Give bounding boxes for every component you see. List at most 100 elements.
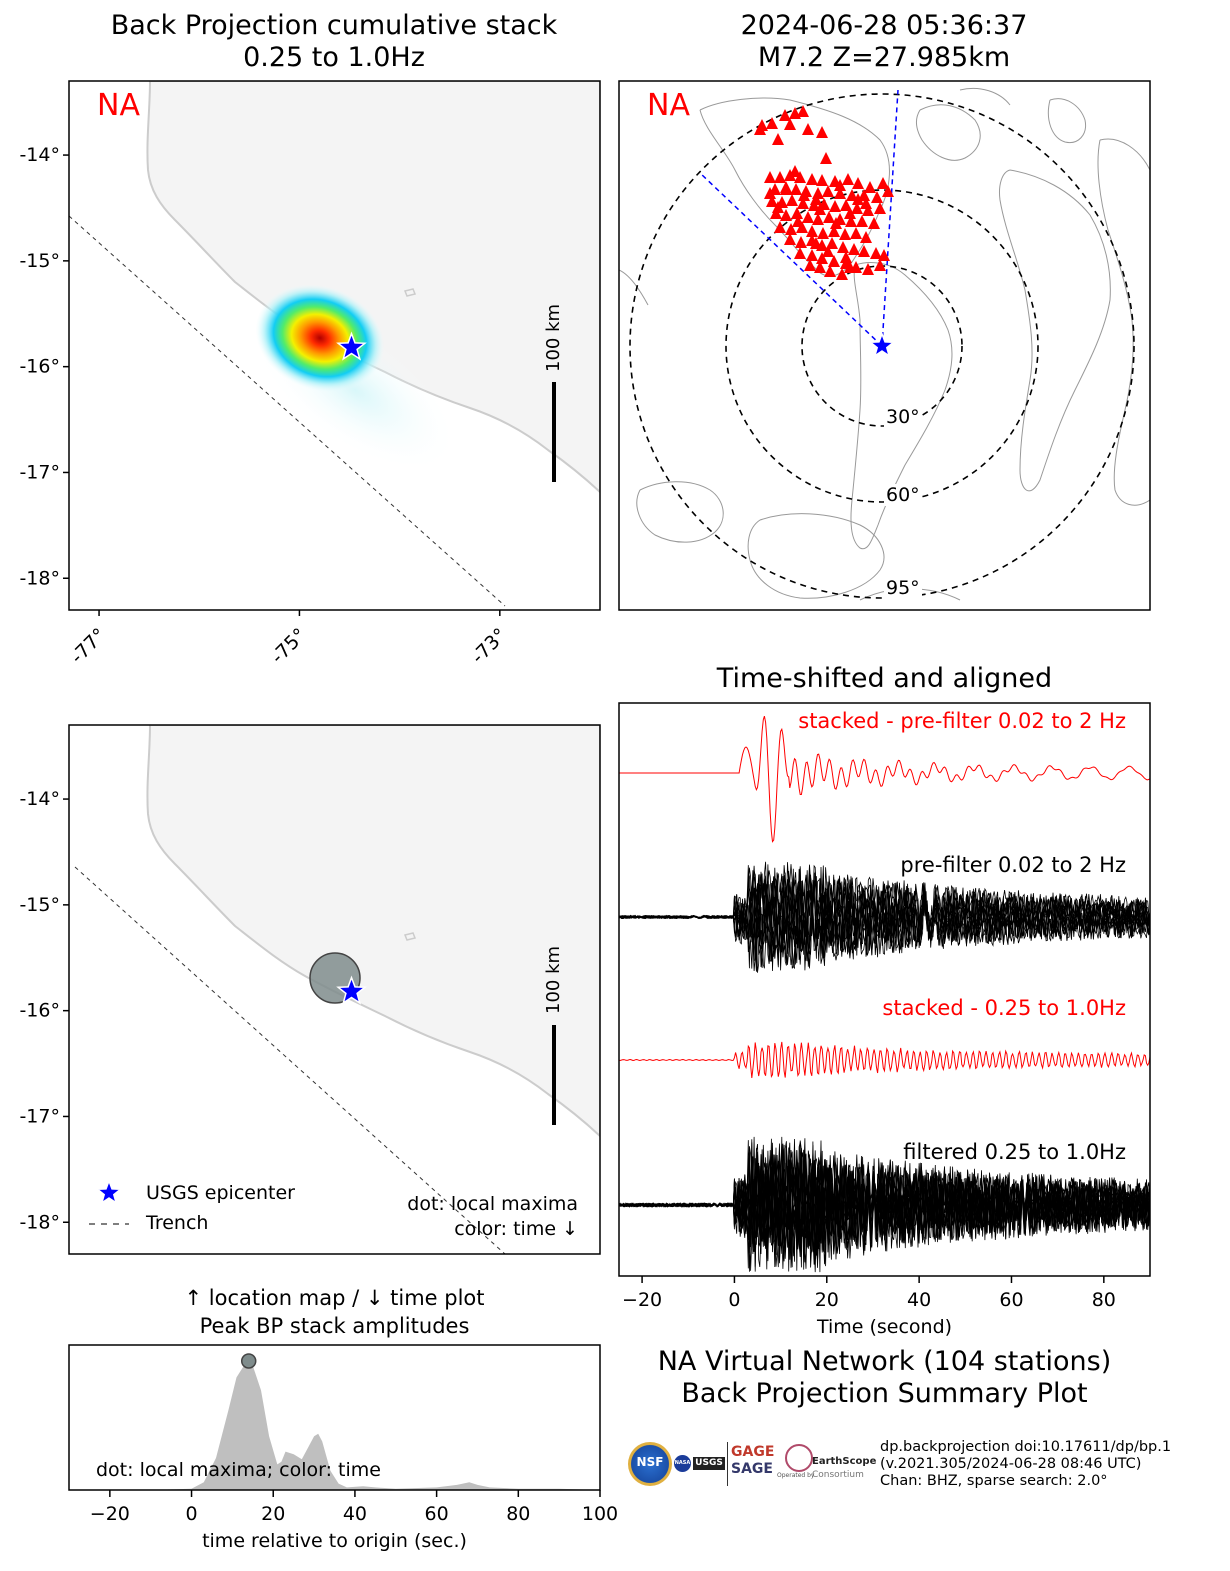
waveform-plot-area xyxy=(619,715,1150,1273)
station-marker xyxy=(822,185,834,197)
amplitude-frame xyxy=(68,1344,601,1491)
station-marker xyxy=(828,255,840,267)
trace-broadband xyxy=(619,865,1150,972)
station-marker xyxy=(860,197,872,209)
map1-lat-tick-label: -14° xyxy=(19,144,60,166)
map1-frame xyxy=(68,80,601,611)
waveform-x-axis: −20 0 20 40 60 80 xyxy=(622,1276,1116,1311)
station-marker xyxy=(860,231,872,243)
map1-lat-tick-label: -17° xyxy=(19,461,60,483)
nsf-logo: NSF xyxy=(628,1442,672,1486)
amplitude-x-tick-label: −20 xyxy=(90,1503,130,1525)
station-marker xyxy=(810,237,822,249)
station-marker xyxy=(784,118,796,130)
waveform-title: Time-shifted and aligned xyxy=(716,663,1053,694)
station-marker xyxy=(820,152,832,164)
map1-lon-tick-label: -75° xyxy=(267,624,311,668)
map1-lat-axis: -14° -15° -16° -17° -18° xyxy=(19,144,69,589)
station-marker xyxy=(772,201,784,213)
station-marker xyxy=(794,247,806,259)
station-marker xyxy=(772,133,784,145)
station-marker xyxy=(814,203,826,215)
station-marker xyxy=(816,174,828,186)
map1-network-label: NA xyxy=(97,88,140,123)
map1-epicenter-star xyxy=(336,331,367,361)
map2-epicenter-star-icon xyxy=(868,331,896,358)
station-marker xyxy=(764,171,776,183)
station-marker xyxy=(754,123,766,135)
station-marker xyxy=(823,211,835,223)
label-filtered: filtered 0.25 to 1.0Hz xyxy=(903,1140,1126,1164)
map3-lat-tick-label: -17° xyxy=(19,1105,60,1127)
map3-epicenter-star-icon xyxy=(336,975,367,1005)
station-marker xyxy=(812,213,824,225)
trace-stacked-broadband xyxy=(619,715,1150,843)
station-marker xyxy=(852,177,864,189)
station-marker xyxy=(851,202,863,214)
station-marker xyxy=(858,189,870,201)
map3-lat-axis: -14° -15° -16° -17° -18° xyxy=(19,788,69,1233)
logo-divider xyxy=(727,1442,728,1486)
station-marker xyxy=(810,193,822,205)
station-marker xyxy=(784,169,796,181)
map3-scale-label: 100 km xyxy=(543,945,564,1014)
station-marker xyxy=(834,187,846,199)
amplitude-plot-area xyxy=(69,1353,600,1490)
waveform-xlabel: Time (second) xyxy=(816,1316,953,1338)
station-marker xyxy=(874,259,886,271)
map1-energy-heatmap xyxy=(255,284,385,392)
earthscope-logo: EarthScope xyxy=(812,1456,877,1467)
station-marker xyxy=(764,187,776,199)
map1-trench xyxy=(69,215,506,607)
station-marker xyxy=(856,215,868,227)
station-marker xyxy=(792,215,804,227)
waveform-frame xyxy=(618,702,1151,1277)
station-marker xyxy=(795,236,807,248)
map2-title: 2024-06-28 05:36:37 M7.2 Z=27.985km xyxy=(740,10,1028,73)
map3-land xyxy=(146,725,600,1138)
station-marker xyxy=(806,249,818,261)
station-marker xyxy=(786,194,798,206)
map3-lat-tick-label: -16° xyxy=(19,1000,60,1022)
map1-epicenter-star-icon xyxy=(336,331,367,361)
station-marker xyxy=(822,245,834,257)
station-marker xyxy=(828,225,840,237)
station-marker xyxy=(816,252,828,264)
station-marker xyxy=(790,183,802,195)
amplitude-note: dot: local maxima; color: time xyxy=(96,1459,381,1481)
station-marker xyxy=(797,197,809,209)
station-marker xyxy=(848,243,860,255)
map2-plot-area xyxy=(619,87,1150,601)
nasa-logo: NASA xyxy=(674,1455,691,1472)
waveform-x-tick-label: 20 xyxy=(815,1289,839,1311)
waveform-x-tick-label: 80 xyxy=(1092,1289,1116,1311)
map3-lat-tick-label: -14° xyxy=(19,788,60,810)
amplitude-x-tick-label: 0 xyxy=(185,1503,197,1525)
map1-lat-tick-label: -15° xyxy=(19,250,60,272)
station-marker xyxy=(774,171,786,183)
station-marker xyxy=(862,204,874,216)
map3-lat-tick-label: -18° xyxy=(19,1211,60,1233)
map3-lat-tick-label: -15° xyxy=(19,894,60,916)
station-marker xyxy=(862,263,874,275)
map1-lon-tick-label: -77° xyxy=(66,624,110,668)
station-marker xyxy=(766,195,778,207)
station-marker xyxy=(829,200,841,212)
summary-title: NA Virtual Network (104 stations) Back P… xyxy=(657,1346,1112,1409)
station-marker xyxy=(830,217,842,229)
map3-epicenter-star xyxy=(336,975,367,1005)
map3-trench xyxy=(74,866,506,1254)
map3-island xyxy=(403,932,417,941)
trace-broadband xyxy=(619,861,1150,968)
map1-title: Back Projection cumulative stack 0.25 to… xyxy=(110,10,558,73)
station-marker xyxy=(779,109,791,121)
station-marker xyxy=(806,225,818,237)
map2-network-label: NA xyxy=(647,88,690,123)
amplitude-peak-dot xyxy=(240,1353,257,1369)
station-marker xyxy=(802,123,814,135)
ring-label-60: 60° xyxy=(884,484,922,506)
station-marker xyxy=(816,126,828,138)
map3-frame xyxy=(68,724,601,1255)
earthscope-consortium: Consortium xyxy=(812,1470,864,1480)
station-marker xyxy=(785,223,797,235)
